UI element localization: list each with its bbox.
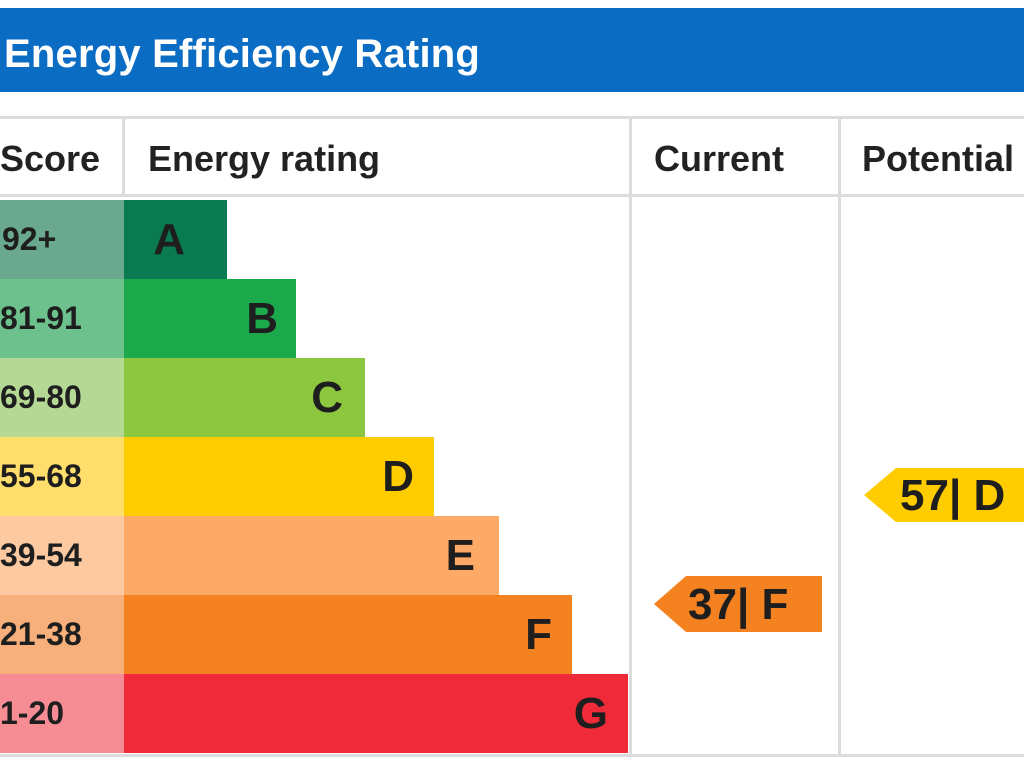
- divider-score: [122, 116, 125, 196]
- score-range-b: 81-91: [0, 300, 82, 336]
- band-letter-f: F: [525, 610, 552, 659]
- score-range-e: 39-54: [0, 537, 82, 573]
- band-bar-g: [124, 674, 628, 753]
- score-cell-f: [0, 595, 124, 674]
- chart-title: Energy Efficiency Rating: [4, 32, 481, 76]
- header-bottom-border: [0, 194, 1024, 197]
- score-range-f: 21-38: [0, 616, 82, 652]
- potential-rating-arrow: [864, 468, 1024, 522]
- header-current: Current: [654, 138, 785, 179]
- divider-rating: [629, 116, 632, 756]
- header-top-border: [0, 116, 1024, 119]
- header-score: Score: [0, 138, 101, 179]
- score-range-c: 69-80: [0, 379, 82, 415]
- score-cell-d: [0, 437, 124, 516]
- score-range-g: 1-20: [0, 695, 65, 731]
- score-range-d: 55-68: [0, 458, 82, 494]
- band-letter-c: C: [311, 373, 343, 422]
- potential-rating-label: 57| D: [900, 471, 1005, 521]
- band-letter-e: E: [445, 531, 475, 580]
- score-cell-c: [0, 358, 124, 437]
- band-letter-a: A: [153, 215, 185, 264]
- band-letter-g: G: [573, 689, 608, 738]
- divider-current: [838, 116, 841, 756]
- header-potential: Potential: [862, 138, 1015, 179]
- band-bar-e: [124, 516, 499, 595]
- band-bar-d: [124, 437, 434, 516]
- band-bar-f: [124, 595, 572, 674]
- header-energy-rating: Energy rating: [148, 138, 381, 179]
- title-bar: Energy Efficiency Rating: [0, 8, 1024, 92]
- score-cell-b: [0, 279, 124, 358]
- band-bar-a: [124, 200, 227, 279]
- band-letter-b: B: [246, 294, 278, 343]
- score-range-a: 92+: [2, 221, 57, 257]
- current-rating-arrow: [654, 576, 822, 632]
- band-bar-b: [124, 279, 296, 358]
- current-rating-label: 37| F: [688, 580, 788, 630]
- band-bar-c: [124, 358, 365, 437]
- band-letter-d: D: [382, 452, 414, 501]
- score-cell-g: [0, 674, 124, 753]
- table-bottom-border: [0, 754, 1024, 757]
- score-cell-a: [0, 200, 124, 279]
- score-cell-e: [0, 516, 124, 595]
